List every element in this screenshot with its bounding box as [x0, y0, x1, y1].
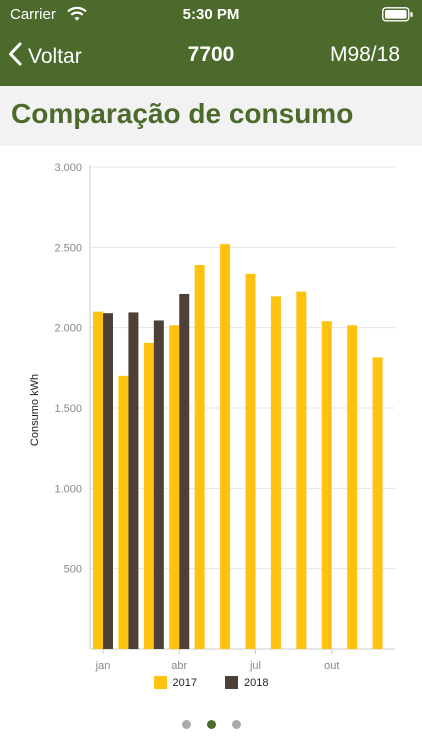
page-dot-active[interactable]	[206, 720, 216, 729]
legend-label-2018: 2018	[244, 676, 269, 689]
legend-item-2017: 2017	[153, 676, 197, 689]
bar-2017	[296, 291, 307, 649]
bar-2017	[93, 311, 103, 649]
bar-2017	[245, 273, 256, 649]
x-tick-label: out	[324, 660, 339, 672]
y-tick-label: 2.000	[54, 323, 82, 335]
legend-swatch-2017	[153, 676, 167, 689]
nav-subtitle: M98/18	[329, 43, 400, 66]
navigation-bar: Voltar 7700 M98/18	[0, 30, 422, 86]
bar-2017	[347, 325, 358, 649]
page-header: Comparação de consumo	[0, 86, 422, 146]
x-tick-label: jul	[249, 660, 261, 672]
page-indicator	[0, 720, 422, 729]
bar-2017	[270, 296, 281, 649]
battery-icon	[382, 7, 414, 26]
consumption-chart: 500 1.000 1.500 2.000 2.500 3.000 jan abr jul out	[0, 146, 422, 696]
y-tick-label: 1.500	[54, 403, 82, 415]
top-bar: Carrier 5:30 PM Voltar 7	[0, 0, 422, 86]
y-tick-label: 2.500	[54, 242, 82, 254]
page-title: Comparação de consumo	[11, 98, 354, 129]
legend-label-2017: 2017	[172, 676, 197, 689]
chart-legend: 2017 2018	[0, 676, 422, 689]
y-tick-label: 3.000	[54, 162, 82, 174]
wifi-icon	[67, 6, 87, 26]
bar-2017	[194, 265, 205, 649]
chart-svg: 500 1.000 1.500 2.000 2.500 3.000 jan abr jul out	[54, 162, 395, 672]
bar-2018	[103, 313, 113, 649]
bar-2017	[169, 325, 180, 649]
bar-2017	[321, 321, 332, 649]
nav-title: 7700	[187, 43, 235, 66]
bar-2017	[220, 244, 231, 649]
x-tick-label: abr	[171, 660, 187, 672]
bar-2018	[128, 312, 139, 649]
status-time: 5:30 PM	[182, 6, 240, 23]
x-tick-label: jan	[95, 660, 111, 672]
back-label: Voltar	[28, 45, 82, 68]
y-axis-label: Consumo kWh	[29, 373, 41, 447]
chevron-left-icon	[8, 42, 22, 72]
y-tick-label: 1.000	[54, 483, 82, 495]
status-bar: Carrier 5:30 PM	[0, 0, 422, 30]
bar-2018	[153, 320, 164, 649]
bar-2017	[118, 375, 129, 649]
carrier-label: Carrier	[10, 6, 56, 23]
page-dot[interactable]	[181, 720, 191, 729]
page-dot[interactable]	[231, 720, 241, 729]
legend-swatch-2018	[225, 676, 238, 689]
bar-2017	[372, 357, 383, 649]
legend-item-2018: 2018	[225, 676, 268, 689]
back-button[interactable]: Voltar	[8, 40, 82, 74]
y-tick-label: 500	[64, 564, 82, 576]
bar-2017	[143, 342, 154, 649]
bar-2018	[179, 293, 190, 649]
